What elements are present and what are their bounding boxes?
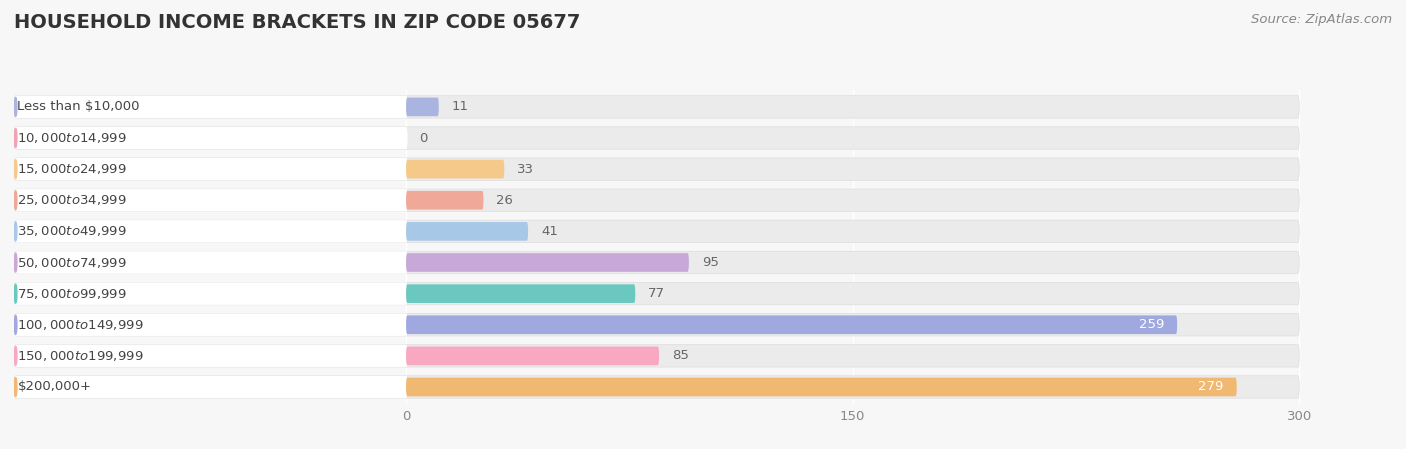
Text: HOUSEHOLD INCOME BRACKETS IN ZIP CODE 05677: HOUSEHOLD INCOME BRACKETS IN ZIP CODE 05… xyxy=(14,13,581,32)
FancyBboxPatch shape xyxy=(406,284,636,303)
Circle shape xyxy=(14,191,17,210)
Text: $100,000 to $149,999: $100,000 to $149,999 xyxy=(17,318,143,332)
Circle shape xyxy=(14,284,17,303)
FancyBboxPatch shape xyxy=(14,313,408,336)
Text: $150,000 to $199,999: $150,000 to $199,999 xyxy=(17,349,143,363)
Text: Less than $10,000: Less than $10,000 xyxy=(17,101,141,114)
FancyBboxPatch shape xyxy=(14,282,1299,305)
Text: $10,000 to $14,999: $10,000 to $14,999 xyxy=(17,131,127,145)
FancyBboxPatch shape xyxy=(406,191,484,210)
FancyBboxPatch shape xyxy=(14,158,408,180)
Circle shape xyxy=(14,253,17,272)
FancyBboxPatch shape xyxy=(406,253,689,272)
FancyBboxPatch shape xyxy=(14,251,1299,274)
FancyBboxPatch shape xyxy=(14,376,408,398)
Text: 95: 95 xyxy=(702,256,718,269)
Text: 11: 11 xyxy=(451,101,468,114)
Text: 85: 85 xyxy=(672,349,689,362)
Text: 279: 279 xyxy=(1198,380,1223,393)
FancyBboxPatch shape xyxy=(14,127,408,149)
FancyBboxPatch shape xyxy=(14,376,1299,398)
Text: $50,000 to $74,999: $50,000 to $74,999 xyxy=(17,255,127,269)
FancyBboxPatch shape xyxy=(14,313,1299,336)
Text: $35,000 to $49,999: $35,000 to $49,999 xyxy=(17,224,127,238)
FancyBboxPatch shape xyxy=(14,96,1299,118)
FancyBboxPatch shape xyxy=(14,189,408,211)
FancyBboxPatch shape xyxy=(406,160,505,179)
Text: $25,000 to $34,999: $25,000 to $34,999 xyxy=(17,193,127,207)
Text: Source: ZipAtlas.com: Source: ZipAtlas.com xyxy=(1251,13,1392,26)
Text: 41: 41 xyxy=(541,225,558,238)
Circle shape xyxy=(14,315,17,334)
FancyBboxPatch shape xyxy=(406,222,529,241)
Text: $200,000+: $200,000+ xyxy=(17,380,91,393)
Text: 77: 77 xyxy=(648,287,665,300)
Circle shape xyxy=(14,222,17,241)
FancyBboxPatch shape xyxy=(14,345,1299,367)
Circle shape xyxy=(14,378,17,396)
Text: $15,000 to $24,999: $15,000 to $24,999 xyxy=(17,162,127,176)
Circle shape xyxy=(14,97,17,116)
FancyBboxPatch shape xyxy=(14,220,408,242)
FancyBboxPatch shape xyxy=(406,347,659,365)
FancyBboxPatch shape xyxy=(14,127,1299,149)
Circle shape xyxy=(14,346,17,365)
Text: 33: 33 xyxy=(517,163,534,176)
FancyBboxPatch shape xyxy=(406,97,439,116)
Text: 26: 26 xyxy=(496,194,513,207)
Circle shape xyxy=(14,128,17,148)
FancyBboxPatch shape xyxy=(406,315,1177,334)
FancyBboxPatch shape xyxy=(14,189,1299,211)
FancyBboxPatch shape xyxy=(14,96,408,118)
FancyBboxPatch shape xyxy=(14,220,1299,242)
Text: 0: 0 xyxy=(419,132,427,145)
FancyBboxPatch shape xyxy=(14,251,408,274)
Text: 259: 259 xyxy=(1139,318,1164,331)
FancyBboxPatch shape xyxy=(14,345,408,367)
FancyBboxPatch shape xyxy=(14,158,1299,180)
Circle shape xyxy=(14,160,17,179)
FancyBboxPatch shape xyxy=(14,282,408,305)
Text: $75,000 to $99,999: $75,000 to $99,999 xyxy=(17,286,127,301)
FancyBboxPatch shape xyxy=(406,378,1237,396)
